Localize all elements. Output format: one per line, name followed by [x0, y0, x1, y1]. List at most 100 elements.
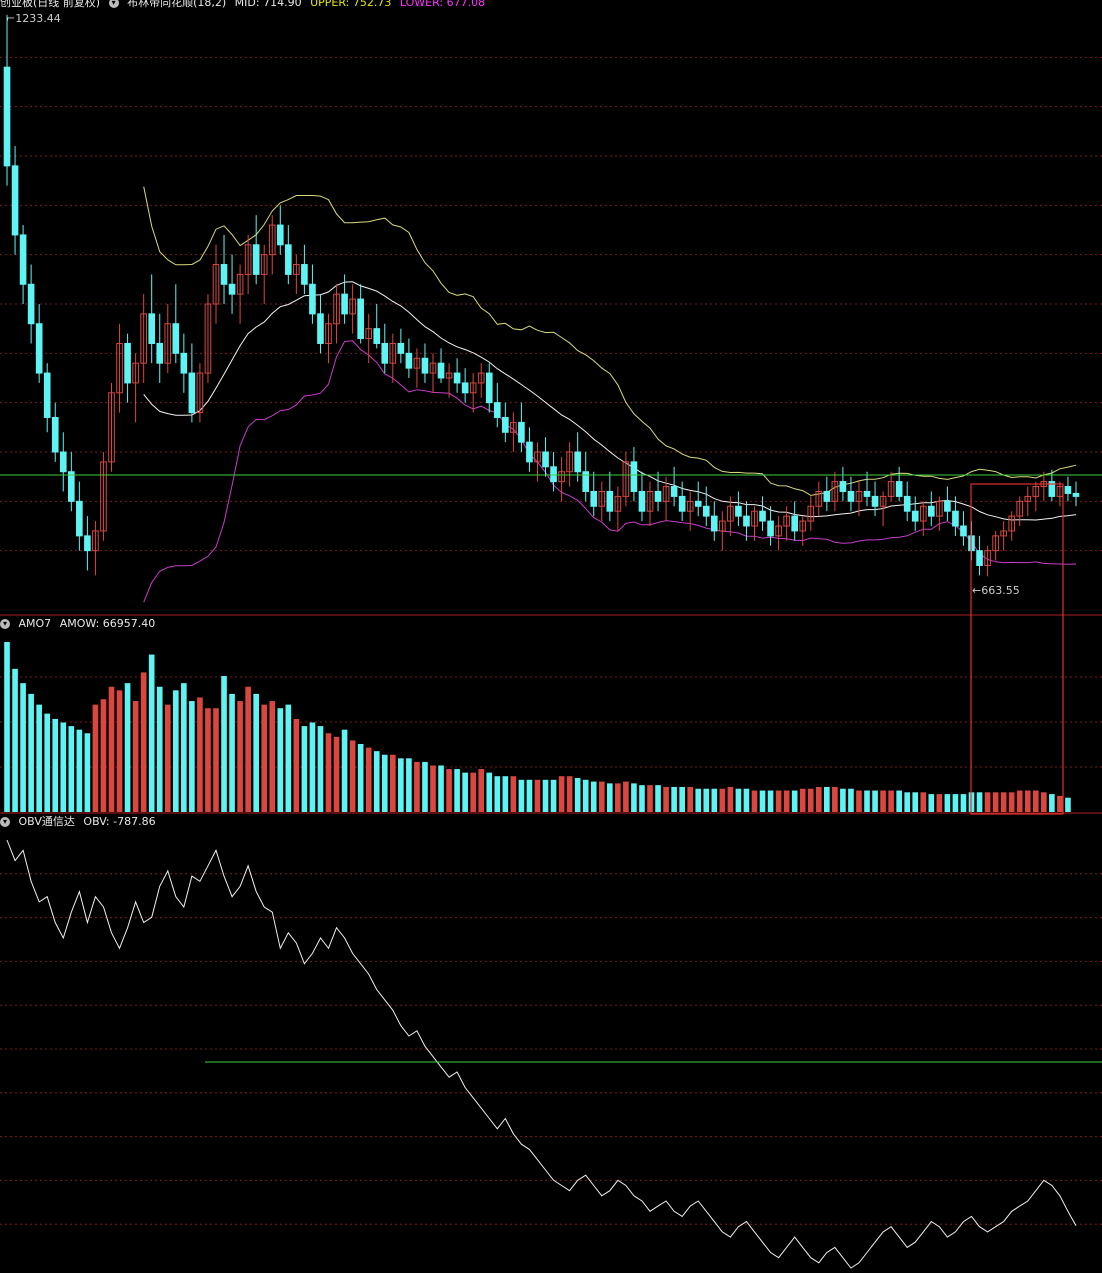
candle-body	[566, 451, 573, 473]
candle-body	[719, 520, 726, 532]
amount-bar	[502, 776, 509, 812]
amount-bar	[446, 769, 452, 812]
amount-bar	[695, 788, 702, 812]
obv-menu-icon[interactable]: ▾	[0, 817, 10, 827]
amount-bar	[960, 794, 967, 812]
amount-bar	[824, 786, 830, 812]
obv-indicator-value: OBV: -787.86	[83, 815, 156, 828]
amount-bar	[293, 718, 300, 812]
candle-body	[839, 481, 847, 492]
amount-bar	[486, 772, 493, 812]
candle-body	[831, 481, 839, 502]
amount-bar	[341, 729, 348, 812]
amount-bar	[4, 642, 10, 812]
indicator-name[interactable]: 布林带同花顺(18,2)	[127, 0, 227, 9]
candle-body	[1000, 530, 1007, 537]
amount-bar	[454, 769, 460, 812]
candle-body	[11, 165, 19, 236]
candle-body	[357, 298, 364, 340]
candle-body	[228, 283, 236, 295]
amount-bar	[52, 718, 59, 812]
amount-bar	[462, 772, 468, 812]
bollinger-mid-line	[143, 281, 1077, 521]
candle-body	[1024, 495, 1032, 502]
candle-body	[791, 515, 798, 532]
amount-menu-icon[interactable]: ▾	[0, 619, 10, 629]
amount-bar	[245, 686, 251, 812]
high-price-value: 1233.44	[15, 12, 61, 25]
amount-bar	[880, 790, 886, 812]
candle-body	[654, 490, 662, 502]
amount-bar	[920, 792, 927, 812]
candle-body	[911, 510, 919, 522]
amount-bar	[357, 744, 364, 812]
amount-bar	[309, 722, 316, 812]
amount-bar	[510, 776, 517, 812]
low-price-value: 663.55	[981, 584, 1020, 597]
candle-body	[783, 515, 790, 527]
candle-body	[622, 461, 630, 497]
amount-bar	[984, 792, 991, 812]
candle-body	[614, 495, 622, 512]
candle-body	[960, 525, 967, 537]
candle-body	[863, 490, 871, 497]
candle-body	[413, 357, 421, 369]
candle-body	[879, 495, 887, 507]
candle-body	[437, 362, 445, 379]
amount-bar	[1041, 792, 1047, 812]
amount-bar	[928, 794, 935, 812]
candle-body	[694, 500, 702, 507]
candle-body	[662, 486, 670, 502]
amount-indicator-name[interactable]: AMO7	[18, 617, 52, 630]
amount-bar	[124, 683, 131, 812]
candle-body	[630, 461, 638, 492]
candle-body	[19, 234, 27, 285]
candle-body	[984, 550, 991, 566]
candle-body	[244, 244, 252, 275]
amount-bar	[743, 788, 750, 812]
candle-body	[518, 421, 525, 443]
candle-body	[678, 495, 686, 512]
amount-bar	[116, 690, 123, 812]
amount-bar	[639, 785, 645, 812]
candle-body	[590, 490, 598, 507]
candle-body	[936, 500, 943, 517]
amount-bar	[494, 776, 501, 812]
candle-body	[204, 303, 212, 374]
candle-body	[172, 323, 180, 354]
amount-bar	[888, 790, 894, 812]
candle-body	[108, 392, 115, 463]
amount-bar	[60, 722, 67, 812]
amount-bar	[68, 726, 75, 812]
bollinger-mid-value: MID: 714.90	[234, 0, 302, 9]
candle-body	[333, 293, 340, 325]
amount-bar	[197, 697, 203, 812]
amount-bar	[422, 761, 428, 812]
amount-bar	[1024, 790, 1031, 812]
amount-bar	[896, 790, 902, 812]
amount-bar	[1057, 795, 1063, 812]
candle-body	[148, 313, 156, 344]
candle-body	[775, 525, 782, 537]
indicator-menu-icon[interactable]: ▾	[108, 0, 119, 8]
amount-bar	[655, 785, 661, 812]
candle-body	[702, 505, 710, 517]
candle-body	[1048, 481, 1056, 497]
candle-body	[759, 510, 766, 522]
amount-bar	[526, 779, 533, 812]
candle-body	[469, 382, 477, 394]
candle-body	[823, 490, 831, 502]
candle-body	[510, 421, 517, 433]
candle-body	[260, 254, 268, 275]
amount-bar	[912, 792, 919, 812]
amount-bar	[711, 788, 718, 812]
amount-bar	[28, 693, 34, 812]
obv-indicator-name[interactable]: OBV通信达	[18, 815, 75, 828]
amount-bar	[864, 790, 870, 812]
amount-bar	[1065, 797, 1071, 812]
amount-bar	[1000, 792, 1007, 812]
candle-body	[429, 362, 437, 374]
amount-bar	[751, 790, 758, 812]
candle-body	[871, 495, 879, 507]
